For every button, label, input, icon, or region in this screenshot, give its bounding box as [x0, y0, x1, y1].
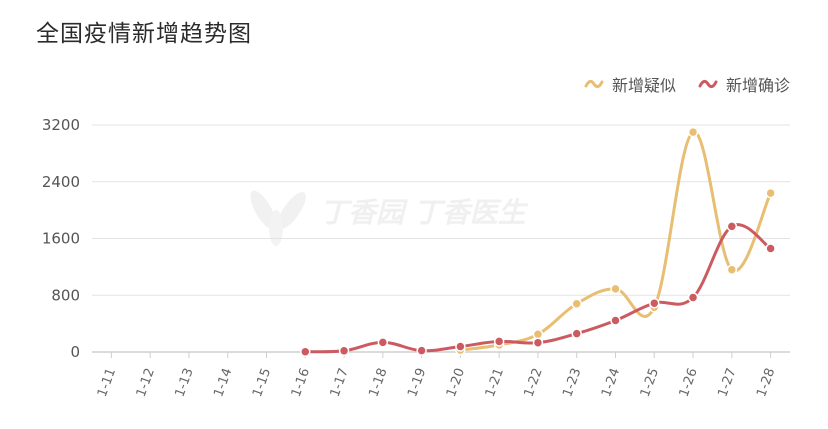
data-point-confirmed	[765, 243, 776, 254]
data-point-confirmed	[726, 221, 738, 232]
x-tick-label: 1-28	[754, 366, 778, 399]
legend-label-confirmed: 新增确诊	[725, 76, 790, 95]
series-line-suspected	[458, 130, 773, 352]
x-tick-label: 1-15	[250, 366, 274, 399]
data-point-suspected	[571, 298, 582, 310]
watermark: 丁香园 丁香医生	[250, 190, 529, 246]
data-point-confirmed	[610, 315, 621, 326]
x-tick-label: 1-22	[522, 366, 546, 399]
x-tick-label: 1-16	[289, 366, 313, 399]
x-tick-label: 1-11	[95, 366, 119, 399]
data-point-confirmed	[532, 337, 544, 348]
x-tick-label: 1-23	[560, 366, 584, 399]
y-tick-label: 3200	[42, 116, 80, 134]
x-tick-label: 1-19	[405, 366, 429, 399]
data-point-confirmed	[338, 345, 350, 357]
data-point-confirmed	[571, 328, 582, 339]
x-tick-label: 1-25	[638, 366, 662, 399]
x-tick-label: 1-13	[173, 366, 197, 399]
x-tick-label: 1-26	[677, 366, 701, 399]
y-tick-label: 0	[70, 343, 80, 361]
chart-title: 全国疫情新增趋势图	[36, 21, 252, 47]
watermark-text: 丁香园 丁香医生	[320, 196, 529, 229]
legend-item-suspected[interactable]: 新增疑似	[584, 72, 676, 96]
x-tick-label: 1-24	[599, 366, 623, 399]
data-point-confirmed	[300, 346, 311, 357]
data-point-suspected	[687, 126, 699, 138]
data-point-suspected	[765, 187, 776, 199]
data-point-confirmed	[416, 345, 427, 356]
legend-label-suspected: 新增疑似	[611, 76, 676, 95]
x-tick-label: 1-21	[483, 366, 507, 399]
y-tick-label: 2400	[42, 173, 80, 191]
wave-icon	[584, 79, 604, 89]
data-point-confirmed	[455, 341, 466, 352]
data-point-confirmed	[377, 337, 389, 348]
data-point-confirmed	[649, 297, 660, 309]
data-point-suspected	[610, 283, 621, 295]
data-point-confirmed	[687, 292, 699, 303]
x-tick-label: 1-18	[366, 366, 390, 399]
x-tick-label: 1-17	[328, 366, 352, 399]
data-point-suspected	[726, 264, 738, 275]
legend-item-confirmed[interactable]: 新增确诊	[698, 72, 790, 96]
x-tick-label: 1-12	[134, 366, 158, 399]
x-tick-label: 1-20	[444, 366, 468, 399]
legend: 新增疑似 新增确诊	[584, 72, 790, 96]
data-point-suspected	[532, 329, 544, 340]
x-tick-label: 1-27	[715, 366, 739, 399]
data-point-confirmed	[493, 336, 505, 347]
x-tick-label: 1-14	[211, 366, 235, 399]
y-tick-label: 1600	[42, 230, 80, 248]
logo-icon	[250, 190, 306, 246]
wave-icon	[698, 79, 718, 89]
y-tick-label: 800	[51, 286, 80, 304]
